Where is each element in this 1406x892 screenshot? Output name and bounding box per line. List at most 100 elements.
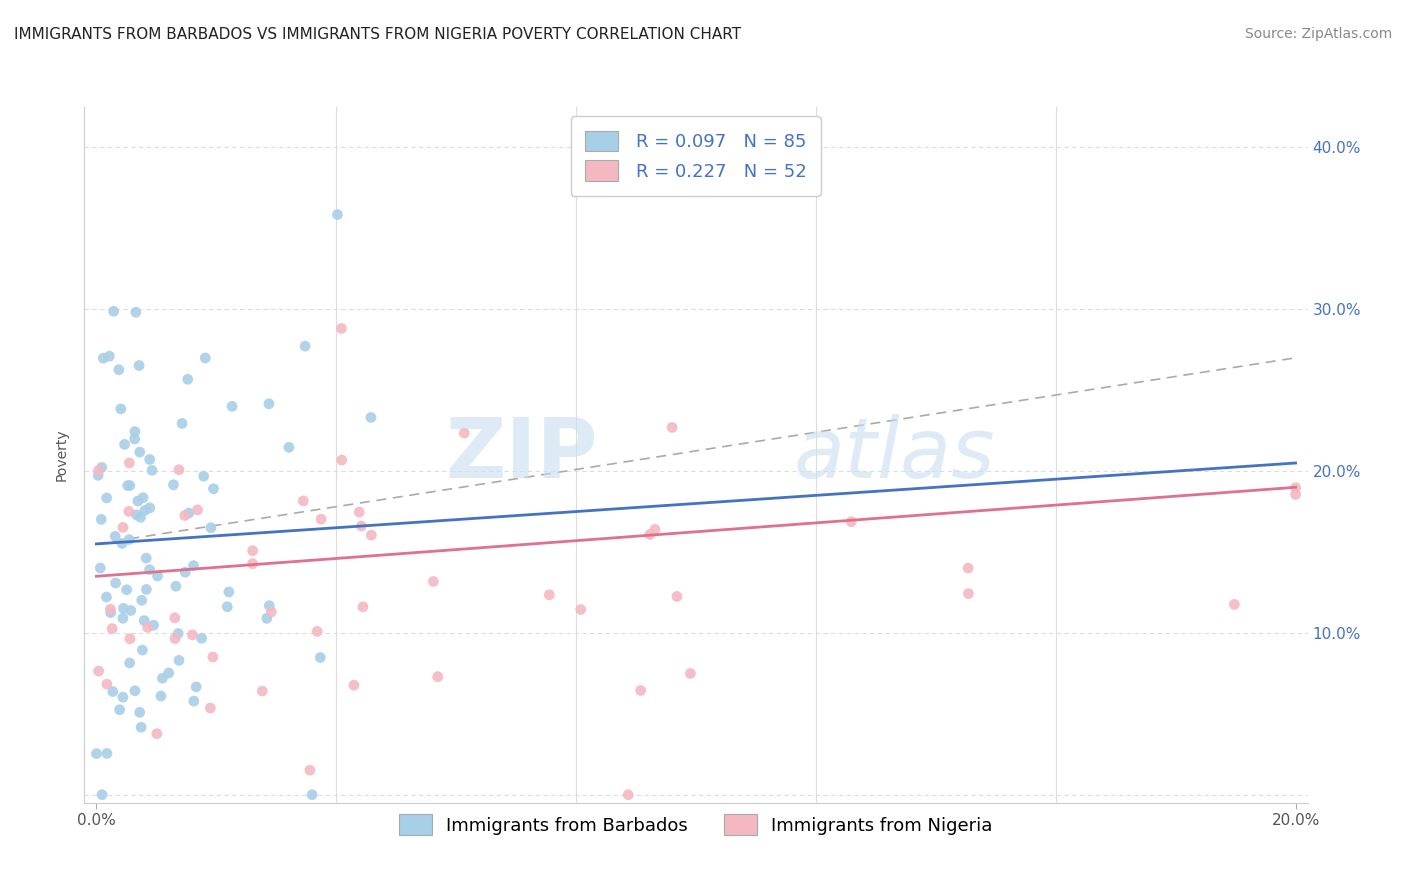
- Point: [111, 536, 134, 550]
- Point: [129, 510, 152, 524]
- Point: [292, 494, 315, 508]
- Point: [661, 420, 683, 434]
- Text: atlas: atlas: [794, 415, 995, 495]
- Point: [349, 505, 371, 519]
- Point: [679, 666, 702, 681]
- Point: [91, 788, 114, 802]
- Point: [96, 491, 118, 505]
- Point: [1223, 598, 1246, 612]
- Point: [138, 452, 160, 467]
- Point: [617, 788, 640, 802]
- Point: [177, 506, 200, 520]
- Point: [352, 599, 374, 614]
- Point: [96, 590, 118, 604]
- Point: [118, 504, 141, 518]
- Point: [135, 551, 157, 566]
- Point: [186, 680, 208, 694]
- Text: IMMIGRANTS FROM BARBADOS VS IMMIGRANTS FROM NIGERIA POVERTY CORRELATION CHART: IMMIGRANTS FROM BARBADOS VS IMMIGRANTS F…: [14, 27, 741, 42]
- Point: [839, 515, 862, 529]
- Point: [103, 304, 125, 318]
- Point: [150, 671, 173, 685]
- Point: [177, 372, 200, 386]
- Point: [101, 684, 124, 698]
- Point: [125, 508, 148, 522]
- Point: [201, 650, 224, 665]
- Point: [134, 614, 156, 628]
- Point: [181, 628, 204, 642]
- Point: [135, 582, 157, 597]
- Point: [538, 588, 561, 602]
- Point: [202, 482, 225, 496]
- Point: [167, 626, 190, 640]
- Point: [350, 519, 373, 533]
- Point: [108, 363, 131, 377]
- Point: [360, 410, 382, 425]
- Point: [301, 788, 323, 802]
- Point: [422, 574, 444, 589]
- Point: [167, 653, 190, 667]
- Point: [110, 401, 132, 416]
- Point: [86, 747, 108, 761]
- Point: [298, 763, 321, 777]
- Y-axis label: Poverty: Poverty: [55, 429, 69, 481]
- Point: [138, 563, 160, 577]
- Point: [165, 579, 187, 593]
- Point: [638, 527, 661, 541]
- Point: [146, 569, 169, 583]
- Point: [104, 576, 127, 591]
- Point: [98, 349, 121, 363]
- Point: [957, 586, 980, 600]
- Point: [218, 585, 240, 599]
- Point: [162, 477, 184, 491]
- Point: [139, 500, 162, 515]
- Point: [111, 520, 134, 534]
- Point: [194, 351, 217, 365]
- Point: [115, 582, 138, 597]
- Point: [87, 468, 110, 483]
- Point: [453, 425, 475, 440]
- Point: [131, 643, 153, 657]
- Point: [260, 605, 283, 619]
- Point: [112, 601, 135, 615]
- Point: [343, 678, 366, 692]
- Point: [426, 670, 449, 684]
- Point: [309, 650, 332, 665]
- Point: [128, 359, 150, 373]
- Point: [149, 689, 172, 703]
- Point: [124, 425, 146, 439]
- Point: [128, 706, 150, 720]
- Point: [134, 503, 156, 517]
- Point: [200, 521, 222, 535]
- Point: [183, 694, 205, 708]
- Point: [111, 690, 134, 705]
- Point: [142, 618, 165, 632]
- Point: [125, 305, 148, 319]
- Point: [111, 611, 134, 625]
- Point: [630, 683, 652, 698]
- Legend: Immigrants from Barbados, Immigrants from Nigeria: Immigrants from Barbados, Immigrants fro…: [392, 807, 1000, 842]
- Point: [124, 432, 146, 446]
- Point: [569, 602, 592, 616]
- Point: [128, 445, 150, 459]
- Point: [644, 523, 666, 537]
- Point: [136, 620, 159, 634]
- Point: [129, 720, 152, 734]
- Point: [190, 632, 212, 646]
- Point: [294, 339, 316, 353]
- Point: [252, 684, 274, 698]
- Point: [118, 656, 141, 670]
- Point: [118, 632, 141, 646]
- Point: [278, 440, 301, 454]
- Point: [307, 624, 329, 639]
- Point: [104, 529, 127, 543]
- Point: [330, 453, 353, 467]
- Point: [87, 664, 110, 678]
- Point: [163, 632, 186, 646]
- Point: [90, 460, 112, 475]
- Point: [118, 478, 141, 492]
- Point: [242, 557, 264, 571]
- Point: [127, 494, 149, 508]
- Point: [100, 602, 122, 616]
- Point: [146, 727, 169, 741]
- Point: [309, 512, 332, 526]
